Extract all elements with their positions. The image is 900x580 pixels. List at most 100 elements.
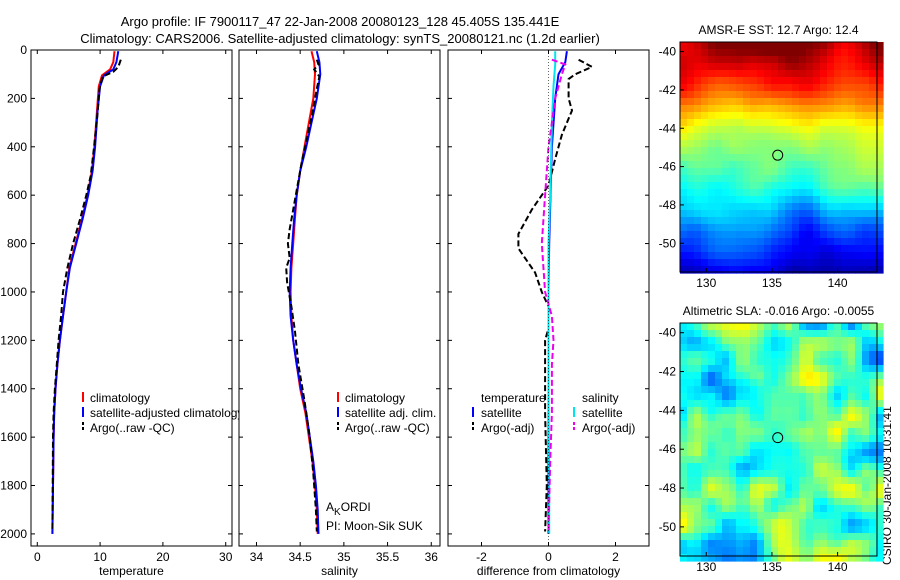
sla-map-cell xyxy=(694,456,702,464)
sla-map-cell xyxy=(687,442,695,450)
sla-map-cell xyxy=(680,435,688,443)
sst-map-cell xyxy=(855,161,863,169)
sst-map-cell xyxy=(764,266,772,274)
sst-map-cell xyxy=(827,56,835,64)
sst-map-cell xyxy=(736,238,744,246)
sst-map-cell xyxy=(820,91,828,99)
sla-map-cell xyxy=(806,519,814,527)
sla-map-cell xyxy=(743,351,751,359)
sla-map-cell xyxy=(806,351,814,359)
sst-map-cell xyxy=(869,266,877,274)
sst-map-cell xyxy=(722,77,730,85)
sst-map-cell xyxy=(827,77,835,85)
sst-map-cell xyxy=(764,217,772,225)
sst-map-cell xyxy=(687,203,695,211)
sla-map-cell xyxy=(701,393,709,401)
sla-map-cell xyxy=(862,407,870,415)
sla-map-cell xyxy=(715,330,723,338)
sla-map-cell xyxy=(813,449,821,457)
sst-map-cell xyxy=(750,252,758,260)
temperature-ytick-label: 0 xyxy=(20,43,27,57)
sla-map-cell xyxy=(799,372,807,380)
sst-map-cell xyxy=(750,49,758,57)
sst-map-cell xyxy=(778,119,786,127)
salinity-xtick-label: 35 xyxy=(337,550,351,564)
sst-map-cell xyxy=(841,147,849,155)
sla-map-cell xyxy=(841,477,849,485)
sst-map-cell xyxy=(771,161,779,169)
sla-map-cell xyxy=(778,365,786,373)
sst-map-cell xyxy=(771,119,779,127)
sla-map-cell xyxy=(715,540,723,548)
sla-map-cell xyxy=(785,414,793,422)
sla-map-cell xyxy=(827,554,835,562)
sst-map-cell xyxy=(757,49,765,57)
sla-map-cell xyxy=(722,484,730,492)
sst-map-cell xyxy=(841,196,849,204)
sla-map-cell xyxy=(736,463,744,471)
sst-map-cell xyxy=(687,119,695,127)
sla-map-cell xyxy=(827,330,835,338)
sla-map-cell xyxy=(848,344,856,352)
sst-map-cell xyxy=(778,133,786,141)
sst-map-cell xyxy=(820,56,828,64)
sla-map-cell xyxy=(827,365,835,373)
sst-map-cell xyxy=(764,175,772,183)
sla-map-cell xyxy=(834,421,842,429)
sla-map-cell xyxy=(715,414,723,422)
sla-map-cell xyxy=(827,379,835,387)
sst-map-cell xyxy=(715,105,723,113)
sst-map-cell xyxy=(785,91,793,99)
sla-map-cell xyxy=(722,533,730,541)
sla-map-cell xyxy=(820,505,828,513)
sla-map-cell xyxy=(736,421,744,429)
sla-map-cell xyxy=(694,477,702,485)
sla-map-cell xyxy=(869,470,877,478)
sla-map-cell xyxy=(715,470,723,478)
sst-map-cell xyxy=(792,119,800,127)
sst-map-cell xyxy=(799,161,807,169)
sst-map-cell xyxy=(827,126,835,134)
sla-map-cell xyxy=(855,505,863,513)
sst-map-cell xyxy=(876,168,884,176)
sla-map-cell xyxy=(764,337,772,345)
sst-map-cell xyxy=(771,266,779,274)
sst-map-cell xyxy=(764,49,772,57)
sst-map-cell xyxy=(834,175,842,183)
sla-map-cell xyxy=(855,554,863,562)
sst-map-cell xyxy=(841,77,849,85)
sla-map-cell xyxy=(848,456,856,464)
sla-map-cell xyxy=(708,393,716,401)
sla-map-cell xyxy=(869,526,877,534)
sla-map-cell xyxy=(869,484,877,492)
sla-map-cell xyxy=(785,379,793,387)
sla-map-cell xyxy=(792,358,800,366)
sst-map-cell xyxy=(799,210,807,218)
sst-map-cell xyxy=(862,224,870,232)
sst-map-cell xyxy=(827,154,835,162)
sla-map-cell xyxy=(876,442,884,450)
sla-map-cell xyxy=(729,330,737,338)
sst-map-cell xyxy=(876,175,884,183)
sst-map-cell xyxy=(750,112,758,120)
sla-map-cell xyxy=(694,540,702,548)
sst-map-ytick-label: -46 xyxy=(659,160,677,174)
sst-map-cell xyxy=(785,77,793,85)
sla-map-cell xyxy=(827,463,835,471)
sst-map-cell xyxy=(694,70,702,78)
sst-map-cell xyxy=(841,266,849,274)
sst-map-cell xyxy=(687,133,695,141)
sla-map-cell xyxy=(785,519,793,527)
sla-map-cell xyxy=(680,386,688,394)
sla-map-cell xyxy=(729,365,737,373)
sla-map-cell xyxy=(736,414,744,422)
sla-map-cell xyxy=(715,323,723,331)
sla-map-cell xyxy=(694,414,702,422)
sla-map-cell xyxy=(757,533,765,541)
sla-map-cell xyxy=(680,337,688,345)
sst-map-cell xyxy=(855,259,863,267)
sla-map-cell xyxy=(869,393,877,401)
sla-map-cell xyxy=(848,421,856,429)
sla-map-cell xyxy=(757,477,765,485)
sst-map-cell xyxy=(799,98,807,106)
